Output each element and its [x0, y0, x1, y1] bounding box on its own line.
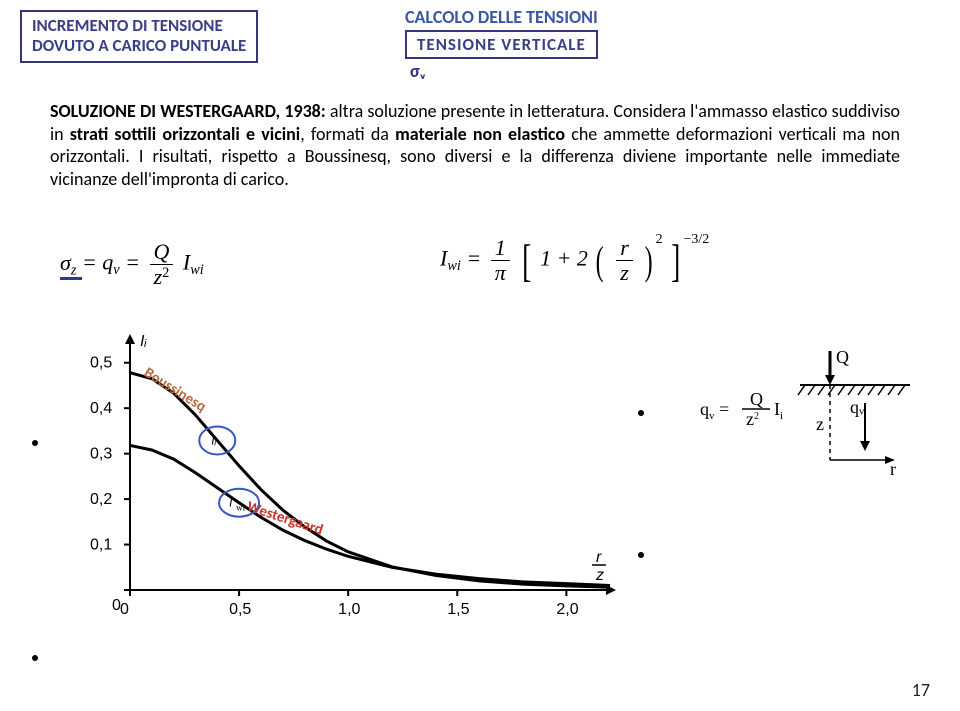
- svg-text:Iᵢ: Iᵢ: [140, 333, 147, 350]
- eq-eq3: =: [466, 246, 486, 271]
- svg-text:0,1: 0,1: [90, 537, 112, 554]
- para-mid: , formati da: [300, 123, 395, 145]
- frac-Qz2: Q z2: [150, 240, 174, 289]
- Iwi-sub: wi: [190, 262, 204, 278]
- stray-dot: [638, 410, 644, 416]
- outer-pow: −3/2: [683, 232, 709, 248]
- Iwi2-sub: wi: [447, 258, 461, 274]
- header-right-box: TENSIONE VERTICALE: [405, 30, 598, 59]
- onepi-den: π: [491, 261, 510, 285]
- frac-den-base: z: [154, 264, 163, 289]
- influence-factor-chart: Iᵢrz00,51,01,52,00,10,20,30,40,50IᵢIwi B…: [70, 330, 630, 630]
- equation-left: σz = qv = Q z2 Iwi: [60, 240, 204, 289]
- header-left-line2: DOVUTO A CARICO PUNTUALE: [32, 35, 246, 56]
- stray-dot: [32, 655, 38, 661]
- frac-rz: r z: [616, 236, 633, 285]
- inner-pow: 2: [656, 232, 663, 248]
- stray-dot: [32, 440, 38, 446]
- header-right-top: CALCOLO DELLE TENSIONI: [405, 6, 598, 28]
- svg-text:0,4: 0,4: [90, 400, 112, 417]
- sigma: σ: [60, 250, 71, 275]
- para-bold1: strati sottili orizzontali e vicini: [70, 123, 300, 145]
- sigma-sub: z: [71, 262, 77, 278]
- r-label: r: [890, 459, 896, 479]
- svg-text:Ii: Ii: [774, 399, 783, 422]
- para-bold2: materiale non elastico: [395, 123, 565, 145]
- svg-text:wi: wi: [236, 503, 245, 513]
- header-left-line1: INCREMENTO DI TENSIONE: [32, 15, 223, 36]
- svg-text:0: 0: [112, 597, 121, 614]
- svg-text:1,5: 1,5: [447, 601, 469, 618]
- svg-text:2,0: 2,0: [556, 601, 578, 618]
- load-diagram-svg: Q z r qᵥ qv = Q z2 Ii: [700, 345, 920, 505]
- eq-eq1: =: [82, 250, 102, 275]
- load-diagram: Q z r qᵥ qv = Q z2 Ii: [700, 345, 920, 505]
- equation-row: σz = qv = Q z2 Iwi Iwi = 1 π [ 1 + 2 ( r: [60, 240, 880, 300]
- svg-text:z2: z2: [746, 409, 759, 429]
- frac-num: Q: [150, 240, 174, 265]
- frac-1pi: 1 π: [491, 236, 510, 285]
- Q-label: Q: [836, 347, 849, 367]
- svg-text:0,2: 0,2: [90, 491, 112, 508]
- body-paragraph: SOLUZIONE DI WESTERGAARD, 1938: altra so…: [50, 100, 900, 190]
- eq-eq2: =: [125, 250, 145, 275]
- svg-text:r: r: [596, 549, 602, 566]
- onepi-num: 1: [491, 236, 510, 261]
- svg-text:Q: Q: [750, 389, 763, 409]
- svg-text:0,5: 0,5: [229, 601, 251, 618]
- svg-text:0,5: 0,5: [90, 355, 112, 372]
- header-left-box: INCREMENTO DI TENSIONE DOVUTO A CARICO P…: [20, 10, 258, 63]
- equation-right: Iwi = 1 π [ 1 + 2 ( r z )2 ]−3/2: [440, 236, 709, 285]
- svg-text:qv =: qv =: [700, 399, 729, 422]
- para-bold-lead: SOLUZIONE DI WESTERGAARD, 1938:: [50, 100, 326, 122]
- qv: q: [102, 250, 113, 275]
- frac-den-exp: 2: [162, 265, 169, 281]
- qv-sub: v: [113, 262, 119, 278]
- rz-den: z: [616, 261, 633, 285]
- sigma-v-label: σᵥ: [410, 60, 426, 82]
- svg-text:0: 0: [120, 601, 129, 618]
- svg-text:0,3: 0,3: [90, 446, 112, 463]
- stray-dot: [638, 552, 644, 558]
- svg-text:Iᵢ: Iᵢ: [211, 433, 216, 447]
- z-label: z: [816, 414, 824, 434]
- inner-prefix: 1 + 2: [540, 246, 588, 271]
- page-number: 17: [912, 679, 930, 701]
- rz-num: r: [616, 236, 633, 261]
- svg-text:1,0: 1,0: [338, 601, 360, 618]
- svg-text:z: z: [595, 567, 604, 584]
- qv-down-label: qᵥ: [850, 397, 865, 417]
